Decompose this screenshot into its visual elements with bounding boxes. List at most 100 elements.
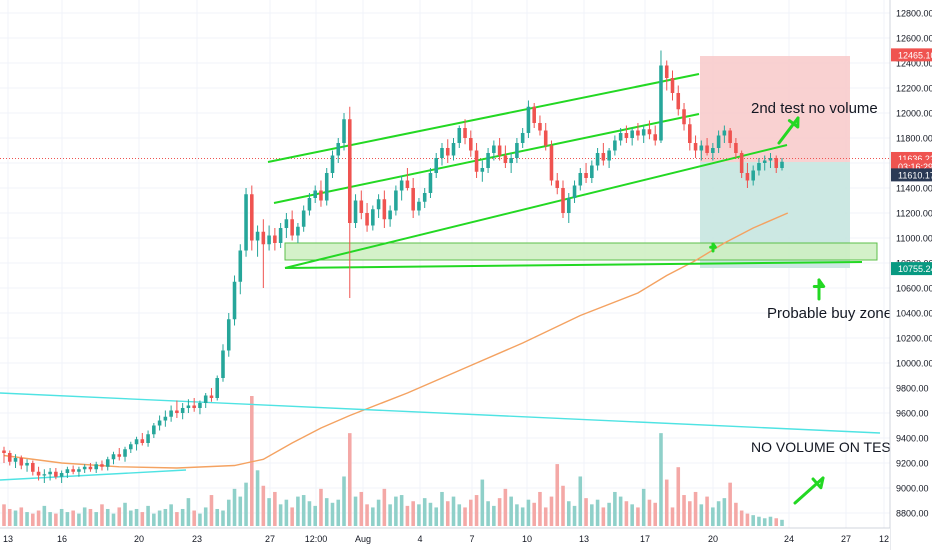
candle-body: [152, 425, 156, 435]
candle-body: [353, 200, 358, 223]
volume-bar: [653, 502, 658, 526]
second-test-arrow-head: [787, 116, 800, 129]
x-tick-label: 27: [265, 534, 275, 544]
candle-body: [273, 235, 277, 243]
volume-bar: [54, 513, 58, 526]
volume-bar: [762, 518, 767, 526]
candle-body: [324, 173, 329, 201]
candle-body: [198, 403, 202, 408]
candle-body: [175, 410, 179, 413]
volume-bar: [359, 491, 364, 526]
volume-bar: [624, 501, 629, 526]
candle-body: [469, 138, 473, 151]
candle-body: [203, 395, 208, 403]
volume-bar: [301, 495, 306, 526]
candle-body: [480, 168, 485, 172]
candle-body: [65, 469, 70, 473]
volume-bar: [590, 504, 594, 526]
candle-body: [244, 194, 248, 251]
candle-body: [607, 150, 611, 161]
volume-bar: [618, 496, 623, 526]
volume-bar: [445, 501, 450, 526]
y-tick-label: 9200.00: [896, 459, 929, 469]
x-tick-label: 23: [192, 534, 202, 544]
volume-bar: [347, 433, 352, 526]
candle-body: [100, 464, 104, 467]
candle-body: [54, 471, 58, 477]
candle-body: [186, 405, 191, 408]
candle-body: [422, 193, 427, 202]
volume-bar: [480, 479, 485, 526]
candle-body: [532, 106, 536, 123]
volume-bar: [186, 498, 191, 526]
volume-bar: [330, 502, 335, 526]
x-tick-label: 20: [134, 534, 144, 544]
candle-body: [376, 199, 381, 210]
volume-bar: [250, 396, 254, 526]
volume-bar: [417, 504, 421, 526]
candle-body: [146, 434, 150, 443]
volume-bar: [31, 513, 35, 526]
volume-bar: [140, 512, 145, 526]
volume-bar: [584, 498, 588, 526]
volume-bar: [215, 508, 220, 526]
candle-body: [751, 170, 755, 181]
volume-bar: [313, 505, 317, 526]
x-tick-label: 10: [522, 534, 532, 544]
volume-bar: [688, 501, 692, 526]
candle-body: [261, 231, 266, 245]
candle-body: [699, 145, 704, 151]
volume-bar: [728, 482, 732, 526]
candle-body: [526, 106, 531, 133]
candle-body: [13, 458, 18, 462]
candle-body: [780, 161, 784, 168]
volume-bar: [543, 507, 548, 526]
y-tick-label: 12600.00: [896, 34, 932, 44]
volume-bar: [595, 499, 600, 526]
y-tick-label: 11400.00: [896, 184, 932, 194]
y-tick-label: 9000.00: [896, 484, 929, 494]
volume-bar: [319, 488, 323, 526]
candle-body: [296, 226, 300, 236]
x-tick-label: 17: [640, 534, 650, 544]
volume-bars: [2, 396, 784, 526]
volume-bar: [405, 505, 410, 526]
volume-bar: [261, 485, 266, 526]
candle-body: [572, 185, 577, 198]
candle-body: [641, 129, 646, 136]
candle-body: [676, 93, 681, 110]
candle-body: [543, 130, 548, 146]
candle-body: [578, 173, 583, 186]
candle-body: [25, 463, 29, 466]
volume-bar: [100, 504, 104, 526]
volume-bar: [88, 508, 93, 526]
volume-bar: [699, 504, 704, 526]
volume-bar: [394, 496, 398, 526]
candle-body: [255, 231, 260, 241]
price-badge-label: 12465.10: [898, 50, 932, 60]
candle-body: [157, 420, 162, 426]
volume-bar: [284, 499, 289, 526]
candle-body: [82, 466, 87, 470]
volume-bar: [641, 488, 646, 526]
candle-body: [630, 130, 634, 138]
volume-bar: [175, 512, 179, 526]
candle-body: [664, 65, 669, 78]
volume-bar: [82, 507, 87, 526]
volume-bar: [324, 498, 329, 526]
volume-bar: [434, 507, 439, 526]
candle-body: [59, 473, 64, 477]
volume-bar: [353, 496, 358, 526]
candle-body: [538, 123, 542, 131]
y-tick-label: 11000.00: [896, 234, 932, 244]
volume-bar: [180, 508, 185, 526]
candle-body: [722, 130, 727, 136]
candle-body: [428, 173, 433, 193]
candle-body: [739, 153, 744, 173]
volume-bar: [515, 504, 519, 526]
volume-bar: [664, 479, 669, 526]
buy-zone-box: [284, 242, 878, 261]
volume-bar: [255, 470, 260, 526]
